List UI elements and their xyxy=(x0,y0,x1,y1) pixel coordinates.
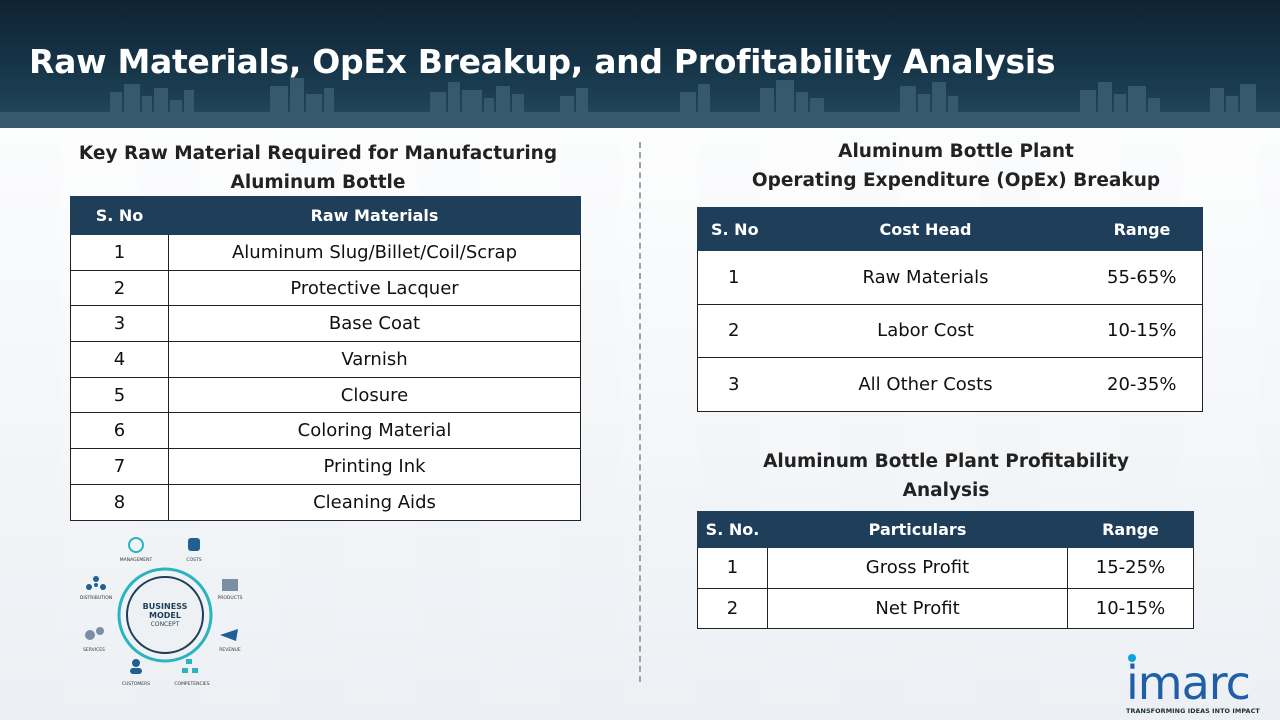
profitability-title-line2: Analysis xyxy=(902,480,990,501)
cell-sno: 1 xyxy=(697,547,768,589)
profitability-title: Aluminum Bottle Plant Profitability Anal… xyxy=(700,447,1192,505)
column-header-cost-head: Cost Head xyxy=(769,207,1082,251)
page-title: Raw Materials, OpEx Breakup, and Profita… xyxy=(29,42,1056,81)
center-label-line3: CONCEPT xyxy=(151,621,180,628)
center-label-line1: BUSINESS xyxy=(143,602,188,611)
management-icon xyxy=(128,537,144,553)
raw-materials-title-line2: Aluminum Bottle xyxy=(230,172,406,193)
costs-icon xyxy=(188,538,200,551)
column-header-range: Range xyxy=(1067,511,1194,548)
cell-sno: 8 xyxy=(70,483,169,521)
table-row: 2 Net Profit 10-15% xyxy=(697,587,1194,629)
logo-tagline: TRANSFORMING IDEAS INTO IMPACT xyxy=(1126,707,1260,715)
table-header-row: S. No Raw Materials xyxy=(70,196,581,235)
column-header-sno: S. No. xyxy=(697,511,768,548)
raw-materials-title: Key Raw Material Required for Manufactur… xyxy=(70,139,566,197)
customers-icon xyxy=(130,659,142,674)
table-row: 6 Coloring Material xyxy=(70,412,581,450)
table-header-row: S. No Cost Head Range xyxy=(697,207,1203,251)
cell-sno: 3 xyxy=(70,305,169,343)
cell-sno: 2 xyxy=(697,304,770,358)
column-header-sno: S. No xyxy=(697,207,770,251)
table-row: 3 All Other Costs 20-35% xyxy=(697,357,1203,412)
column-header-particulars: Particulars xyxy=(767,511,1068,548)
column-header-raw-materials: Raw Materials xyxy=(168,196,581,235)
section-divider xyxy=(639,142,641,682)
profitability-title-line1: Aluminum Bottle Plant Profitability xyxy=(763,451,1129,472)
revenue-icon xyxy=(220,629,238,641)
products-icon xyxy=(222,579,238,591)
cell-raw-material: Coloring Material xyxy=(168,412,581,450)
center-label-line2: MODEL xyxy=(149,611,181,620)
cell-sno: 4 xyxy=(70,341,169,378)
label-customers: CUSTOMERS xyxy=(122,681,150,687)
label-distribution: DISTRIBUTION xyxy=(80,595,112,601)
opex-title: Aluminum Bottle Plant Operating Expendit… xyxy=(700,137,1212,195)
label-costs: COSTS xyxy=(186,557,201,563)
cell-raw-material: Closure xyxy=(168,376,581,414)
cell-range: 15-25% xyxy=(1067,547,1194,589)
table-row: 2 Protective Lacquer xyxy=(70,269,581,307)
cell-range: 10-15% xyxy=(1081,304,1203,358)
profitability-table: S. No. Particulars Range 1 Gross Profit … xyxy=(697,511,1194,629)
cell-raw-material: Printing Ink xyxy=(168,448,581,485)
imarc-logo: imarc TRANSFORMING IDEAS INTO IMPACT xyxy=(1124,654,1274,718)
center-circle xyxy=(126,576,204,654)
cell-range: 10-15% xyxy=(1067,587,1194,629)
cell-particulars: Net Profit xyxy=(767,587,1068,629)
cell-sno: 6 xyxy=(70,412,169,450)
label-management: MANAGEMENT xyxy=(120,557,153,563)
cell-sno: 3 xyxy=(697,357,770,412)
table-row: 8 Cleaning Aids xyxy=(70,483,581,521)
cell-raw-material: Varnish xyxy=(168,341,581,378)
logo-wordmark: imarc xyxy=(1126,656,1251,710)
column-header-range: Range xyxy=(1081,207,1203,251)
cycle-ring xyxy=(117,567,213,663)
cell-sno: 2 xyxy=(697,587,768,629)
cell-cost-head: Labor Cost xyxy=(769,304,1082,358)
cell-sno: 5 xyxy=(70,376,169,414)
table-row: 7 Printing Ink xyxy=(70,448,581,485)
cell-raw-material: Aluminum Slug/Billet/Coil/Scrap xyxy=(168,234,581,271)
cell-raw-material: Base Coat xyxy=(168,305,581,343)
table-row: 1 Raw Materials 55-65% xyxy=(697,250,1203,305)
business-model-graphic: BUSINESS MODEL CONCEPT MANAGEMENT COSTS … xyxy=(80,537,243,687)
cell-sno: 7 xyxy=(70,448,169,485)
table-row: 5 Closure xyxy=(70,376,581,414)
competencies-icon xyxy=(182,659,198,673)
table-header-row: S. No. Particulars Range xyxy=(697,511,1194,548)
cell-particulars: Gross Profit xyxy=(767,547,1068,589)
label-revenue: REVENUE xyxy=(219,647,241,653)
label-competencies: COMPETENCIES xyxy=(174,681,209,687)
city-skyline xyxy=(0,78,1280,128)
cell-sno: 2 xyxy=(70,269,169,307)
cell-cost-head: Raw Materials xyxy=(769,250,1082,305)
table-row: 1 Aluminum Slug/Billet/Coil/Scrap xyxy=(70,234,581,271)
label-products: PRODUCTS xyxy=(218,595,243,601)
label-services: SERVICES xyxy=(83,647,105,653)
cell-sno: 1 xyxy=(70,234,169,271)
raw-materials-table: S. No Raw Materials 1 Aluminum Slug/Bille… xyxy=(70,196,581,521)
cell-raw-material: Protective Lacquer xyxy=(168,269,581,307)
table-row: 2 Labor Cost 10-15% xyxy=(697,304,1203,358)
raw-materials-title-line1: Key Raw Material Required for Manufactur… xyxy=(78,143,558,164)
cell-raw-material: Cleaning Aids xyxy=(168,483,581,521)
column-header-sno: S. No xyxy=(70,196,169,235)
table-row: 1 Gross Profit 15-25% xyxy=(697,547,1194,589)
services-icon xyxy=(85,627,104,640)
logo-dot-icon xyxy=(1128,654,1136,662)
table-row: 3 Base Coat xyxy=(70,305,581,343)
header-banner xyxy=(0,0,1280,128)
table-row: 4 Varnish xyxy=(70,341,581,378)
opex-table: S. No Cost Head Range 1 Raw Materials 55… xyxy=(697,207,1203,412)
cell-cost-head: All Other Costs xyxy=(769,357,1082,412)
cell-range: 55-65% xyxy=(1081,250,1203,305)
opex-title-line1: Aluminum Bottle Plant xyxy=(838,141,1074,162)
cell-sno: 1 xyxy=(697,250,770,305)
opex-title-line2: Operating Expenditure (OpEx) Breakup xyxy=(751,170,1161,191)
distribution-icon xyxy=(86,576,106,590)
cell-range: 20-35% xyxy=(1081,357,1203,412)
